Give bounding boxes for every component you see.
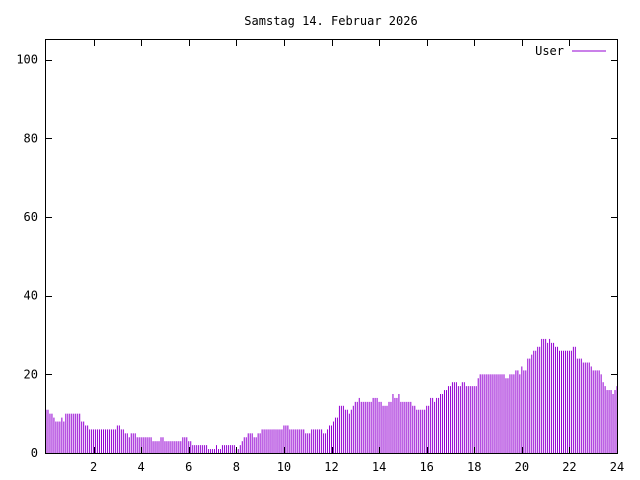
y-tick-label: 60 bbox=[24, 210, 38, 224]
x-tick-label: 16 bbox=[419, 460, 433, 474]
x-tick-label: 6 bbox=[185, 460, 192, 474]
y-tick-label: 20 bbox=[24, 367, 38, 381]
x-tick-label: 24 bbox=[610, 460, 624, 474]
legend-label-user: User bbox=[535, 44, 564, 58]
series-user-bars bbox=[45, 338, 618, 453]
legend: User bbox=[535, 44, 606, 58]
x-tick-label: 4 bbox=[138, 460, 145, 474]
x-tick-label: 18 bbox=[467, 460, 481, 474]
chart-title: Samstag 14. Februar 2026 bbox=[244, 14, 417, 28]
y-axis: 0 20 40 60 80 100 bbox=[16, 53, 617, 460]
plot-frame bbox=[45, 39, 618, 454]
y-tick-label: 0 bbox=[31, 446, 38, 460]
x-tick-label: 20 bbox=[515, 460, 529, 474]
x-tick-label: 10 bbox=[277, 460, 291, 474]
x-tick-label: 22 bbox=[562, 460, 576, 474]
x-axis: 2 4 6 8 10 12 14 16 18 20 22 24 bbox=[90, 40, 624, 474]
x-tick-label: 2 bbox=[90, 460, 97, 474]
y-tick-label: 40 bbox=[24, 289, 38, 303]
x-tick-label: 14 bbox=[372, 460, 386, 474]
y-tick-label: 80 bbox=[24, 131, 38, 145]
y-tick-label: 100 bbox=[16, 53, 38, 67]
x-tick-label: 12 bbox=[324, 460, 338, 474]
x-tick-label: 8 bbox=[233, 460, 240, 474]
